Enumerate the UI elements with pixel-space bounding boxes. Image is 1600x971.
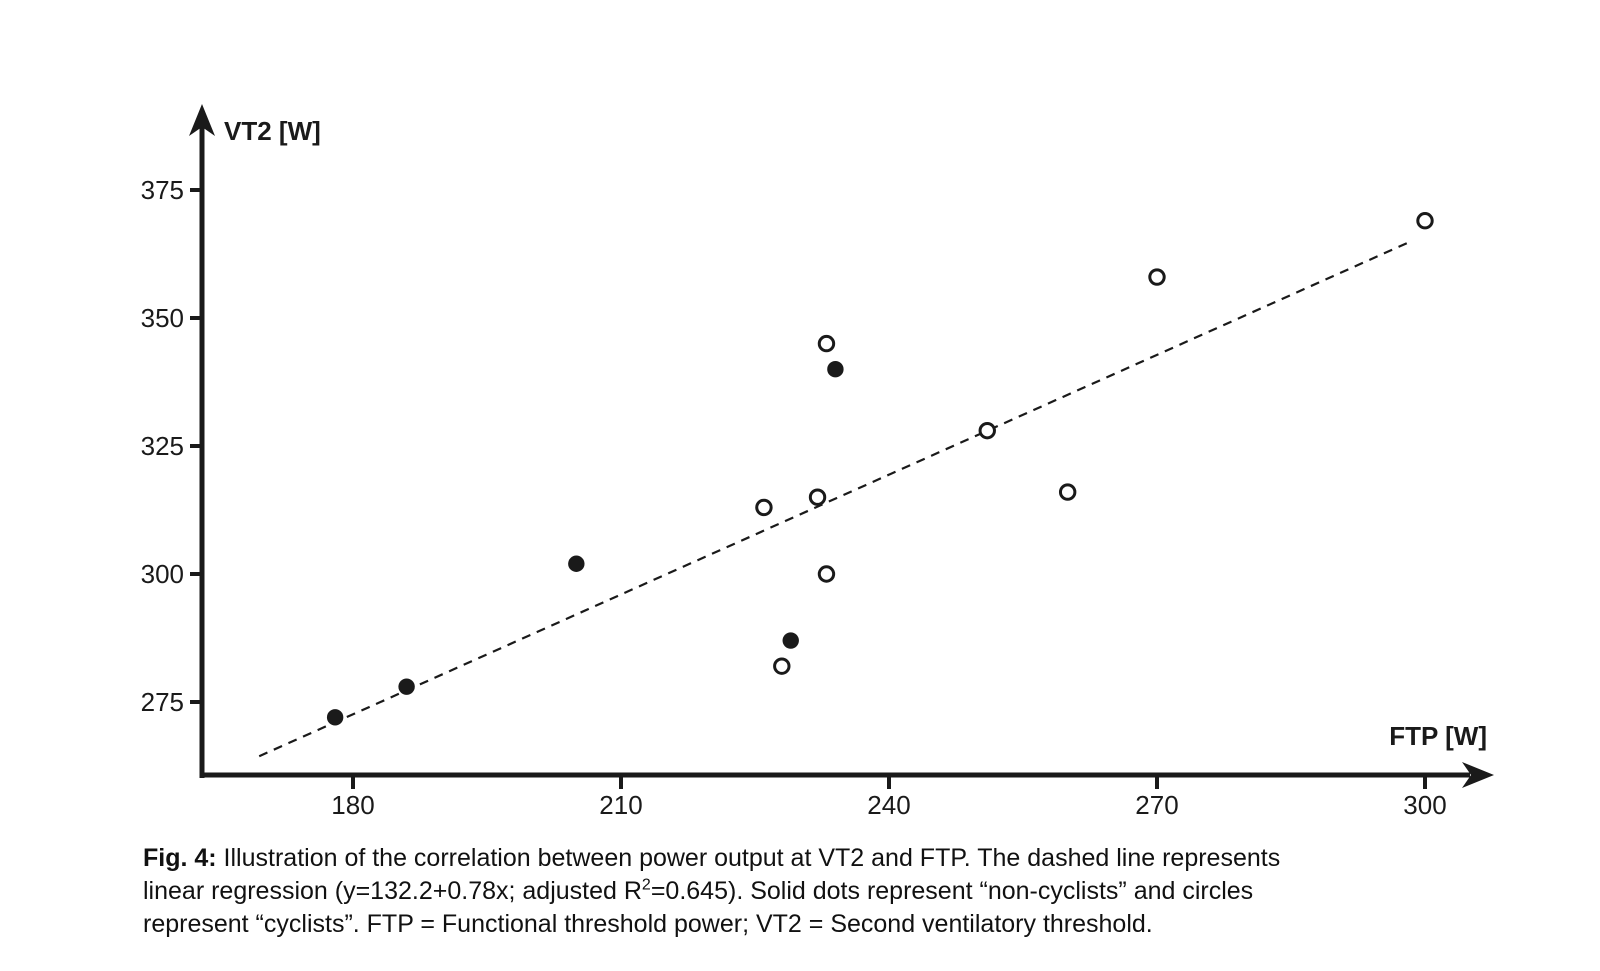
data-point-non-cyclist xyxy=(568,555,585,572)
data-point-cyclist xyxy=(817,334,836,353)
caption-figure-label: Fig. 4: xyxy=(143,844,217,872)
caption-line: linear regression (y=132.2+0.78x; adjust… xyxy=(143,875,1523,908)
data-point-non-cyclist xyxy=(398,678,415,695)
y-tick-label: 375 xyxy=(141,175,184,205)
caption-text: represent “cyclists”. FTP = Functional t… xyxy=(143,910,1153,938)
data-point-non-cyclist xyxy=(782,632,799,649)
data-point-cyclist xyxy=(1148,268,1166,286)
data-point-cyclist xyxy=(1058,483,1077,501)
y-axis-title: VT2 [W] xyxy=(224,116,321,146)
y-tick-label: 350 xyxy=(141,303,184,333)
caption-text: linear regression (y=132.2+0.78x; adjust… xyxy=(143,877,642,905)
caption-line: represent “cyclists”. FTP = Functional t… xyxy=(143,908,1523,941)
data-point-cyclist xyxy=(1416,212,1434,230)
x-tick-label: 180 xyxy=(331,790,374,820)
data-point-cyclist xyxy=(773,657,791,675)
caption-text: 2 xyxy=(641,876,651,894)
y-tick-label: 325 xyxy=(141,431,184,461)
x-axis-arrowhead-icon xyxy=(1462,762,1494,788)
caption-line: Fig. 4: Illustration of the correlation … xyxy=(143,842,1523,875)
caption-text: Illustration of the correlation between … xyxy=(216,844,1281,872)
data-point-cyclist xyxy=(978,421,996,440)
figure-caption: Fig. 4: Illustration of the correlation … xyxy=(143,842,1523,941)
regression-line xyxy=(258,240,1411,758)
caption-text: =0.645). Solid dots represent “non-cycli… xyxy=(650,877,1254,905)
x-tick-label: 210 xyxy=(599,790,642,820)
data-point-cyclist xyxy=(755,498,773,517)
data-point-cyclist xyxy=(817,565,836,583)
data-point-non-cyclist xyxy=(326,709,344,726)
y-axis-arrowhead-icon xyxy=(189,104,215,136)
x-axis-title: FTP [W] xyxy=(1389,721,1487,751)
x-tick-label: 240 xyxy=(867,790,910,820)
data-point-cyclist xyxy=(808,488,827,506)
x-tick-label: 270 xyxy=(1135,790,1178,820)
data-point-non-cyclist xyxy=(827,361,844,378)
y-tick-label: 275 xyxy=(141,687,184,717)
y-tick-label: 300 xyxy=(141,559,184,589)
x-tick-label: 300 xyxy=(1403,790,1446,820)
